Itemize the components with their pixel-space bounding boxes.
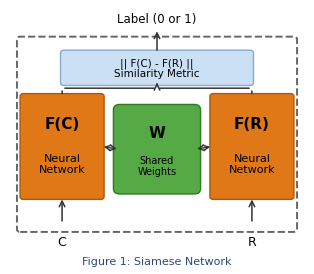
Text: Neural
Network: Neural Network — [229, 154, 275, 175]
Text: F(C): F(C) — [45, 117, 80, 132]
Text: Figure 1: Siamese Network: Figure 1: Siamese Network — [82, 257, 232, 267]
Text: Label (0 or 1): Label (0 or 1) — [117, 13, 197, 25]
Text: Neural
Network: Neural Network — [39, 154, 85, 175]
Text: C: C — [58, 236, 67, 249]
Text: || F(C) - F(R) ||: || F(C) - F(R) || — [120, 58, 194, 68]
Text: R: R — [247, 236, 256, 249]
FancyBboxPatch shape — [210, 94, 294, 199]
FancyBboxPatch shape — [61, 50, 253, 85]
Text: W: W — [149, 126, 165, 141]
Text: Similarity Metric: Similarity Metric — [114, 69, 200, 79]
FancyBboxPatch shape — [113, 104, 201, 194]
Text: F(R): F(R) — [234, 117, 270, 132]
Text: Shared
Weights: Shared Weights — [138, 156, 176, 177]
FancyBboxPatch shape — [20, 94, 104, 199]
